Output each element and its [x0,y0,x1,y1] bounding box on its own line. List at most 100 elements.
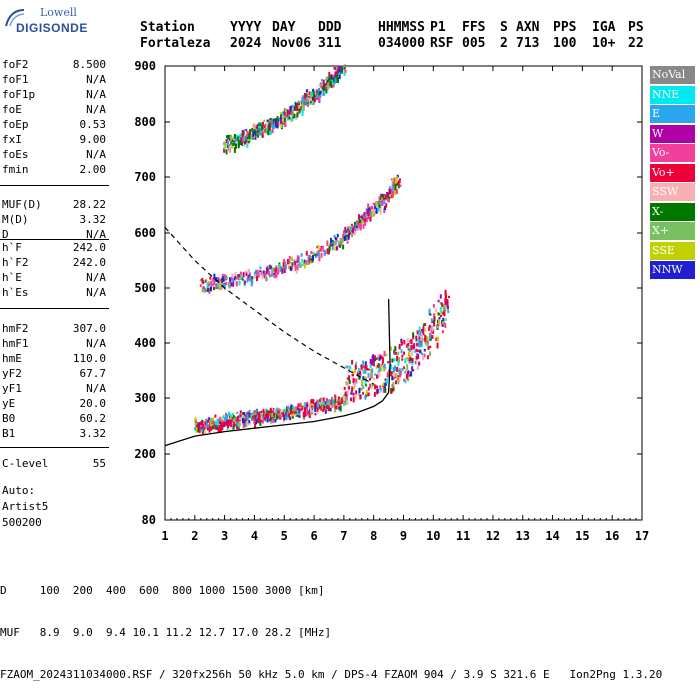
echo-mark [334,77,337,84]
echo-mark [309,98,312,101]
echo-mark [335,241,337,245]
echo-mark [340,65,343,68]
echo-mark [199,421,202,426]
echo-mark [255,409,258,415]
echo-mark [229,415,232,419]
echo-mark [242,137,245,143]
echo-mark [433,322,436,327]
echo-mark [298,415,301,418]
echo-mark [235,134,238,140]
echo-mark [317,250,320,253]
echo-mark [240,274,243,280]
echo-mark [414,349,416,353]
param-key: foF2 [2,58,29,71]
echo-mark [447,309,450,314]
echo-mark [373,378,375,381]
echo-mark [441,302,444,307]
echo-mark [364,376,367,380]
echo-mark [391,376,394,381]
echo-mark [246,413,249,419]
echo-mark [204,279,207,283]
echo-mark [260,125,263,131]
echo-mark [299,406,302,409]
echo-mark [305,103,308,106]
echo-mark [352,392,355,396]
echo-mark [263,119,266,122]
echo-mark [375,357,378,360]
echo-mark [409,360,412,364]
echo-mark [241,418,244,424]
echo-mark [294,261,297,266]
echo-mark [248,412,251,418]
echo-mark [347,233,350,240]
param-value: 60.2 [79,412,107,425]
echo-mark [394,189,397,196]
echo-mark [437,323,440,327]
echo-mark [377,375,380,378]
echo-mark [395,373,398,379]
echo-mark [274,269,277,275]
echo-mark [285,413,288,417]
echo-mark [336,233,339,238]
param-value: 110.0 [72,352,106,365]
echo-mark [320,402,323,406]
echo-mark [298,111,301,114]
echo-mark [324,409,327,414]
echo-mark [308,91,311,95]
echo-mark [256,269,259,274]
echo-mark [210,282,213,286]
echo-mark [436,342,439,349]
echo-mark [389,193,392,197]
echo-mark [319,404,321,409]
echo-mark [258,273,260,278]
echo-mark [203,289,206,293]
param-row: yF1 N/A [2,382,106,397]
echo-mark [194,417,197,422]
y-tick-label: 500 [134,281,156,295]
echo-mark [276,413,279,420]
echo-mark [248,411,251,415]
echo-mark [407,347,410,351]
echo-mark [309,403,312,406]
param-key: yE [2,397,16,410]
echo-mark [270,271,273,275]
echo-mark [323,404,326,411]
echo-mark [424,334,427,339]
echo-mark [257,122,260,128]
legend-item-x-: X- [650,202,695,221]
echo-mark [225,282,228,285]
echo-mark [323,85,326,91]
echo-mark [242,133,245,137]
echo-mark [332,82,335,88]
echo-mark [289,105,292,112]
echo-mark [320,247,323,252]
echo-mark [232,280,235,287]
param-key: B1 [2,427,16,440]
echo-mark [376,388,379,394]
echo-mark [363,221,366,227]
echo-mark [354,393,357,400]
echo-mark [376,385,378,389]
echo-mark [213,273,216,280]
echo-mark [370,211,373,217]
echo-mark [237,415,240,421]
echo-mark [302,405,305,410]
echo-mark [383,367,386,372]
echo-mark [244,270,247,274]
echo-mark [412,332,415,337]
header-label-10: IGA [592,20,616,35]
echo-mark [225,415,228,421]
echo-mark [202,428,205,433]
echo-mark [375,201,378,207]
echo-mark [320,246,323,249]
echo-mark [286,411,289,418]
echo-mark [354,221,356,228]
echo-mark [418,326,421,333]
echo-mark [327,250,330,255]
echo-mark [334,71,337,75]
echo-mark [364,395,367,400]
echo-mark [266,119,269,123]
lowell-digisonde-logo: Lowell DIGISONDE [4,6,94,40]
echo-mark [219,278,221,281]
param-row: hmF1 N/A [2,337,106,352]
